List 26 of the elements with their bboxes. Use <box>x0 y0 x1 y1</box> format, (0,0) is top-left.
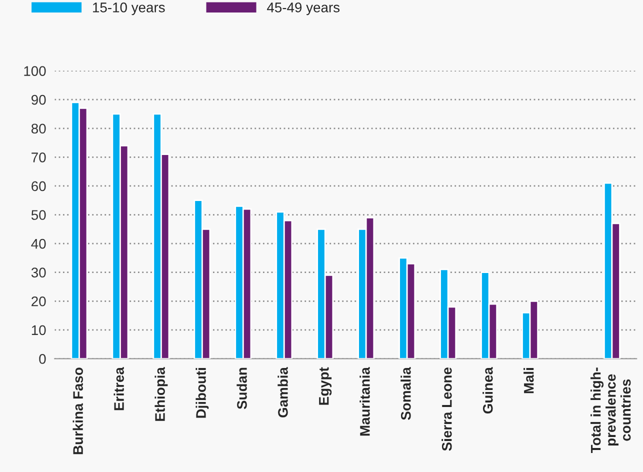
y-tick-label: 30 <box>31 268 46 278</box>
x-tick-label: Eritrea <box>114 366 124 410</box>
y-tick-label: 100 <box>24 66 46 76</box>
y-tick-label: 40 <box>31 238 46 249</box>
x-tick-label: Ethiopia <box>154 366 168 421</box>
x-tick-label: Mali <box>524 368 534 394</box>
x-tick-label: Djibouti <box>196 368 209 418</box>
x-tick-label: Somalia <box>400 366 411 420</box>
x-tick-label: Sudan <box>236 368 247 410</box>
x-tick-label: Gambia <box>278 366 288 418</box>
y-tick-label: 60 <box>32 181 46 192</box>
legend-label: 45-49 years <box>267 2 340 16</box>
x-tick-label: Total in high- prevalence countries <box>590 368 631 454</box>
y-tick-label: 50 <box>31 210 46 220</box>
y-tick-label: 10 <box>32 325 46 336</box>
y-tick-label: 0 <box>39 354 46 364</box>
y-tick-label: 70 <box>32 152 46 162</box>
y-tick-label: 20 <box>32 296 46 306</box>
y-tick-label: 90 <box>32 94 46 105</box>
x-tick-label: Egypt <box>319 367 332 405</box>
legend-label: 15-10 years <box>93 2 165 16</box>
x-tick-label: Guinea <box>482 366 493 414</box>
x-tick-label: Sierra Leone <box>442 368 452 451</box>
x-tick-label: Mauritania <box>360 366 370 436</box>
y-tick-label: 80 <box>31 124 46 134</box>
x-tick-label: Burkina Faso <box>72 368 83 454</box>
